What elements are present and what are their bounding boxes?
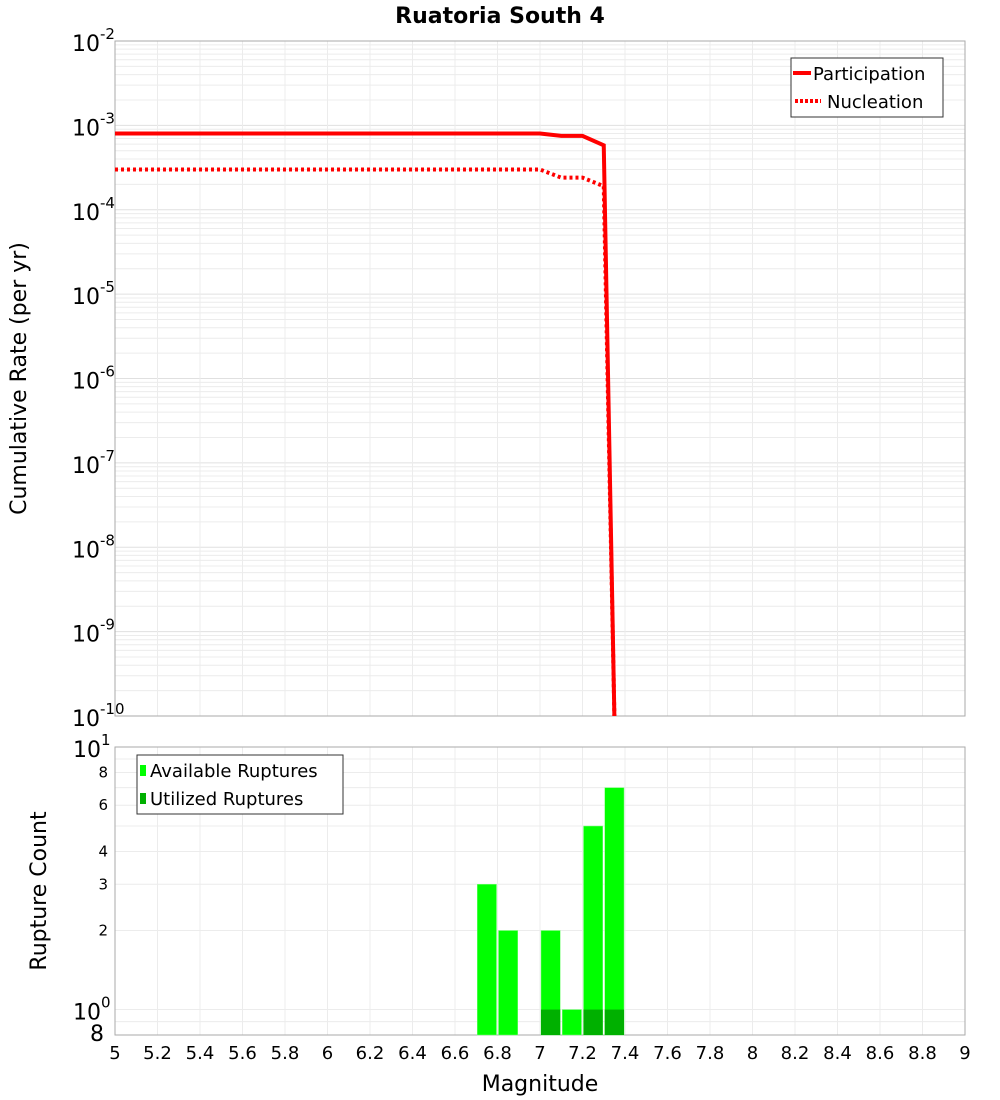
y-tick-label: 3 — [98, 875, 108, 893]
available-bar — [498, 930, 518, 1036]
y-axis-label: Cumulative Rate (per yr) — [7, 242, 32, 515]
x-tick-label: 7.8 — [696, 1043, 725, 1064]
utilized-bar — [541, 1009, 561, 1035]
x-tick-label: 8.4 — [823, 1043, 852, 1064]
y-tick-label: 2 — [98, 922, 108, 940]
y-tick-label: 10-6 — [72, 363, 115, 395]
available-bar — [477, 884, 497, 1036]
x-tick-label: 6.4 — [398, 1043, 427, 1064]
y-tick-label: 8 — [98, 763, 108, 781]
y-tick-label: 10-8 — [72, 531, 115, 563]
top-plot-frame — [114, 40, 966, 717]
nucleation-line — [115, 167, 617, 716]
y-tick-label: 10-9 — [72, 616, 115, 648]
utilized-bar — [604, 1009, 624, 1035]
chart-title: Ruatoria South 4 — [395, 4, 605, 29]
x-tick-label: 7 — [534, 1043, 545, 1064]
x-tick-label: 7.4 — [611, 1043, 640, 1064]
x-tick-label: 7.2 — [568, 1043, 597, 1064]
participation-line — [115, 131, 617, 716]
y-tick-label: 6 — [98, 796, 108, 814]
x-axis-label: Magnitude — [482, 1072, 599, 1097]
available-bar — [562, 1009, 582, 1036]
y-tick-label: 101 — [73, 731, 111, 763]
x-tick-label: 6.2 — [356, 1043, 385, 1064]
utilized-bar — [583, 1009, 603, 1035]
available-bar — [604, 787, 625, 1036]
available-bar — [583, 825, 603, 1036]
x-tick-label: 6 — [322, 1043, 333, 1064]
y-tick-label: 10-3 — [72, 109, 115, 141]
y-tick-label: 8 — [90, 1022, 104, 1047]
y-tick-label: 10-4 — [72, 194, 115, 226]
legend-available: Available Ruptures — [150, 761, 318, 782]
x-tick-label: 5.8 — [271, 1043, 300, 1064]
legend-box — [136, 754, 344, 815]
utilized-swatch — [140, 793, 146, 804]
y-tick-label: 10-2 — [72, 25, 115, 57]
bottom-legend: Available Ruptures Utilized Ruptures — [136, 754, 344, 815]
x-tick-label: 5.4 — [186, 1043, 215, 1064]
x-tick-label: 8.8 — [908, 1043, 937, 1064]
y-tick-label: 100 — [73, 994, 111, 1026]
x-tick-label: 6.8 — [483, 1043, 512, 1064]
y-tick-label: 10-5 — [72, 278, 115, 310]
available-swatch — [140, 765, 146, 776]
x-tick-label: 5.6 — [228, 1043, 257, 1064]
legend-box — [790, 57, 944, 118]
legend-participation: Participation — [813, 64, 925, 85]
legend-nucleation: Nucleation — [827, 92, 923, 113]
y-tick-label: 4 — [98, 842, 108, 860]
y-tick-label: 10-10 — [72, 700, 125, 732]
y-axis-label: Rupture Count — [27, 811, 52, 971]
x-tick-label: 8.2 — [781, 1043, 810, 1064]
top-plot: 10-2 10-3 10-4 10-5 10-6 10-7 10-8 10-9 10-10 Cum… — [7, 25, 966, 732]
y-tick-label: 10-7 — [72, 447, 115, 479]
x-tick-label: 7.6 — [653, 1043, 682, 1064]
x-tick-label: 5 — [109, 1043, 120, 1064]
x-tick-label: 5.2 — [143, 1043, 172, 1064]
x-tick-label: 8 — [747, 1043, 758, 1064]
legend-utilized: Utilized Ruptures — [150, 789, 303, 810]
x-tick-label: 6.6 — [441, 1043, 470, 1064]
x-tick-label: 9 — [959, 1043, 970, 1064]
bottom-plot-frame — [114, 746, 966, 1036]
x-tick-label: 8.6 — [866, 1043, 895, 1064]
top-legend: Participation Nucleation — [790, 57, 944, 118]
